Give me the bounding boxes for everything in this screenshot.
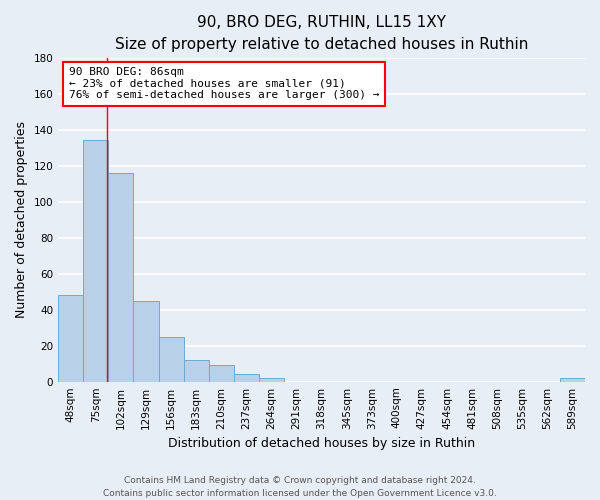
Bar (109, 173, 133, 382)
Y-axis label: Number of detached properties: Number of detached properties (15, 121, 28, 318)
Text: 90 BRO DEG: 86sqm
← 23% of detached houses are smaller (91)
76% of semi-detached: 90 BRO DEG: 86sqm ← 23% of detached hous… (69, 68, 379, 100)
Text: Contains HM Land Registry data © Crown copyright and database right 2024.
Contai: Contains HM Land Registry data © Crown c… (103, 476, 497, 498)
Bar (560, 378, 585, 382)
X-axis label: Distribution of detached houses by size in Ruthin: Distribution of detached houses by size … (168, 437, 475, 450)
Bar (83, 140, 109, 382)
Bar (184, 360, 209, 382)
Bar (234, 374, 259, 382)
Bar (58, 295, 83, 382)
Bar (209, 366, 234, 382)
Title: 90, BRO DEG, RUTHIN, LL15 1XY
Size of property relative to detached houses in Ru: 90, BRO DEG, RUTHIN, LL15 1XY Size of pr… (115, 15, 528, 52)
Bar (158, 336, 184, 382)
Bar (259, 378, 284, 382)
Bar (133, 300, 158, 382)
